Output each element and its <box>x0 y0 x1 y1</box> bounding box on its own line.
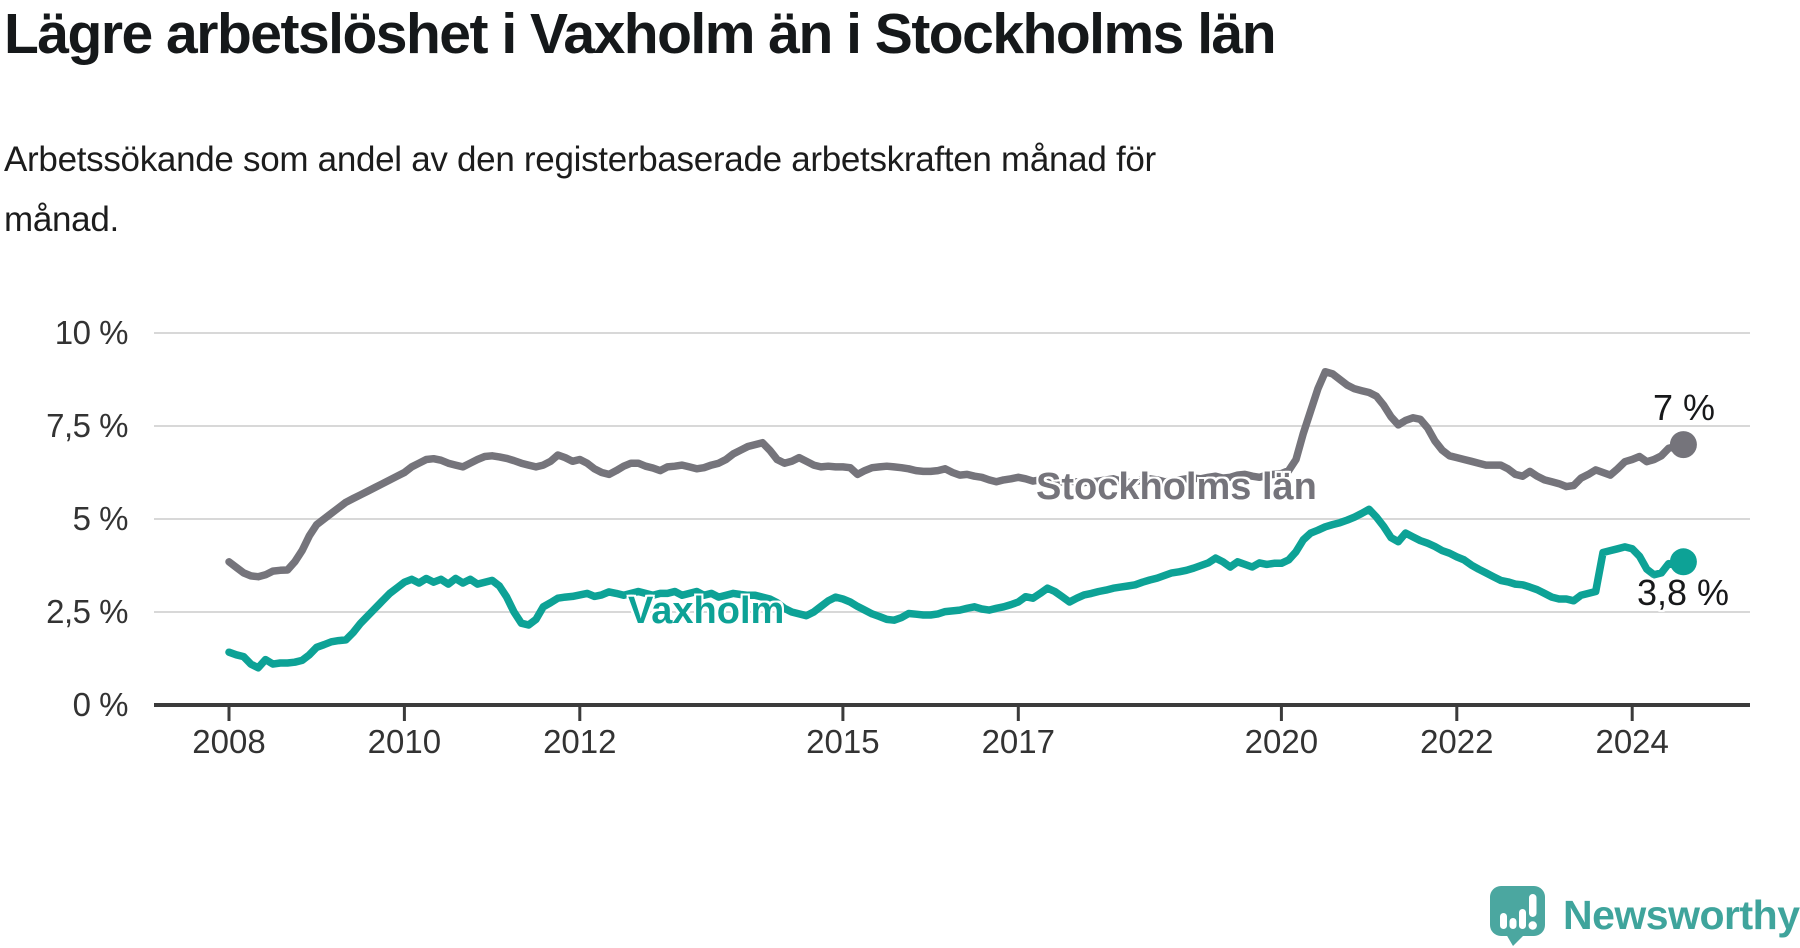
x-axis-label: 2012 <box>543 723 617 760</box>
x-axis-label: 2008 <box>192 723 266 760</box>
series-line-stockholms-lan <box>225 367 1688 581</box>
series-label-vaxholm: Vaxholm <box>628 590 785 632</box>
newsworthy-logo-icon <box>1490 886 1545 946</box>
series-line-vaxholm <box>225 505 1688 672</box>
series-label-stockholms-lan: Stockholms län <box>1036 466 1317 508</box>
x-axis-label: 2020 <box>1244 723 1319 760</box>
y-axis-label: 7,5 % <box>46 407 128 444</box>
x-axis-label: 2015 <box>806 723 880 760</box>
newsworthy-logo-text: Newsworthy <box>1563 892 1800 938</box>
y-axis-label: 2,5 % <box>46 593 128 630</box>
series-end-dot-stockholms-lan <box>1669 431 1697 459</box>
x-axis-label: 2017 <box>981 723 1055 760</box>
chart-subtitle-line1: Arbetssökande som andel av den registerb… <box>4 140 1156 179</box>
y-axis-label: 5 % <box>72 500 129 537</box>
chart-subtitle: Arbetssökande som andel av den registerb… <box>4 130 1484 250</box>
page-title: Lägre arbetslöshet i Vaxholm än i Stockh… <box>4 2 1277 66</box>
y-axis-label: 10 % <box>54 314 129 351</box>
newsworthy-logo: Newsworthy <box>1489 884 1800 946</box>
end-value-label-stockholms-lan: 7 % <box>1652 387 1715 428</box>
y-axis-label: 0 % <box>72 686 129 723</box>
end-value-label-vaxholm: 3,8 % <box>1637 572 1730 613</box>
chart-subtitle-line2: månad. <box>4 200 119 240</box>
series-end-dot-vaxholm <box>1669 548 1697 576</box>
x-axis-label: 2010 <box>367 723 442 760</box>
x-axis-label: 2024 <box>1595 723 1669 760</box>
line-chart-canvas <box>154 332 1750 721</box>
x-axis-label: 2022 <box>1420 723 1494 760</box>
